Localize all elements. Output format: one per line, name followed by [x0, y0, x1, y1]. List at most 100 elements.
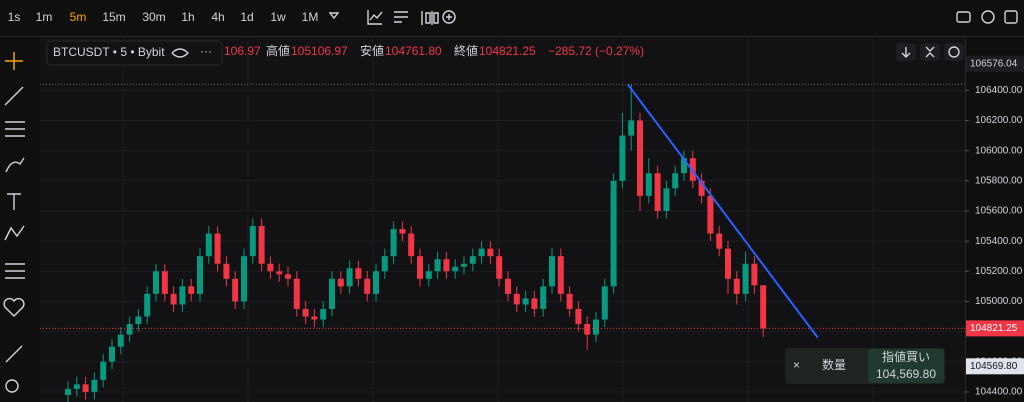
favorites[interactable]	[3, 297, 25, 317]
candle-body	[144, 293, 151, 317]
interval[interactable]: 4h	[211, 10, 224, 24]
chart-style[interactable]	[367, 10, 383, 25]
compare[interactable]	[421, 11, 439, 25]
trend-line[interactable]	[626, 83, 819, 339]
legend-value: 104761.80	[385, 44, 442, 58]
candle-body	[760, 285, 767, 329]
candle-body	[109, 346, 115, 362]
candle-body	[681, 158, 687, 174]
candle-body	[285, 274, 291, 279]
forecast-tool[interactable]	[5, 263, 25, 279]
visibility[interactable]	[171, 48, 189, 58]
candle-body	[663, 188, 670, 211]
candle-body	[355, 268, 362, 279]
order-action: 指値買い	[882, 349, 930, 364]
candle-body	[267, 263, 274, 272]
price-tag-label: 104569.80	[970, 361, 1018, 372]
order-buy[interactable]	[868, 349, 944, 383]
candle-body	[566, 293, 573, 309]
candle-body	[135, 316, 142, 325]
reset-icon	[948, 46, 960, 58]
collapse-button[interactable]	[920, 43, 940, 61]
candle-body	[610, 180, 617, 287]
interval[interactable]: 1w	[270, 10, 286, 24]
candle-body	[205, 233, 212, 257]
interval[interactable]: 30m	[142, 10, 165, 24]
candle-body	[584, 324, 591, 335]
interval[interactable]: 1s	[8, 10, 21, 24]
interval[interactable]: 1d	[240, 10, 253, 24]
brush-tool[interactable]	[5, 157, 25, 173]
legend-label: 安値	[360, 43, 384, 58]
symbol: BTCUSDT • 5 • Bybit	[53, 45, 165, 59]
candle-body	[197, 256, 203, 294]
pattern-tool[interactable]	[4, 225, 25, 241]
candle-body	[452, 266, 459, 272]
legend-change: −285.72 (−0.27%)	[548, 44, 644, 58]
y-tick-label: 105000.00	[975, 296, 1023, 307]
settings[interactable]	[981, 10, 995, 24]
crosshair-tool[interactable]	[5, 52, 23, 70]
candle-body	[117, 334, 124, 347]
candle-body	[91, 379, 98, 392]
snapshot[interactable]	[956, 11, 971, 23]
line-tool[interactable]	[4, 86, 24, 106]
legend-label: 終値	[454, 43, 478, 58]
candle-body	[179, 286, 186, 305]
more[interactable]: ···	[200, 44, 212, 58]
text-tool[interactable]	[7, 193, 21, 210]
candle-body	[417, 256, 423, 279]
zoom-tool[interactable]	[5, 379, 19, 393]
order-quantity[interactable]: 数量	[822, 357, 846, 372]
interval-menu[interactable]	[328, 12, 340, 20]
add-plus	[446, 14, 452, 20]
candle-body	[672, 173, 679, 189]
price-tag	[966, 55, 1024, 72]
y-tick-label: 106000.00	[975, 145, 1023, 156]
interval[interactable]: 1m	[36, 10, 53, 24]
candle-body	[637, 120, 643, 196]
candle-body	[469, 256, 476, 264]
candle-body	[461, 263, 467, 267]
y-tick-label: 105600.00	[975, 206, 1023, 217]
fib-tool[interactable]	[5, 121, 25, 137]
order-close[interactable]: ×	[793, 358, 800, 372]
candle-body	[170, 293, 177, 305]
candle-body	[223, 263, 230, 279]
y-tick-label: 105800.00	[975, 175, 1023, 186]
candle-body	[100, 361, 107, 380]
interval[interactable]: 1M	[302, 10, 319, 24]
candle-body	[153, 271, 159, 294]
interval[interactable]: 15m	[102, 10, 125, 24]
legend-label: 高値	[266, 43, 290, 58]
indicators[interactable]	[394, 11, 408, 23]
add[interactable]	[442, 10, 456, 24]
candle-body	[575, 308, 582, 325]
y-tick-label: 104400.00	[975, 387, 1023, 398]
candle-body	[513, 293, 520, 305]
candle-body	[425, 271, 432, 279]
price-tag-label: 106576.04	[970, 58, 1018, 69]
ruler-tool[interactable]	[5, 345, 23, 363]
candle-body	[443, 259, 450, 272]
candle-body	[619, 135, 626, 181]
fullscreen[interactable]	[1004, 10, 1018, 24]
candle-body	[549, 256, 555, 287]
candle-body	[434, 259, 441, 272]
candle-body	[258, 226, 265, 264]
candle-body	[742, 263, 749, 294]
candle-body	[593, 319, 599, 335]
reset-button[interactable]	[944, 43, 964, 61]
interval[interactable]: 5m	[70, 10, 87, 24]
candle-body	[73, 384, 80, 389]
candle-body	[293, 278, 300, 309]
interval[interactable]: 1h	[181, 10, 194, 24]
candle-body	[329, 278, 335, 309]
candle-body	[557, 256, 564, 294]
legend-box[interactable]	[46, 40, 223, 66]
candle-body	[126, 324, 133, 335]
candle-body	[408, 233, 415, 257]
collapse-icon	[925, 46, 935, 58]
